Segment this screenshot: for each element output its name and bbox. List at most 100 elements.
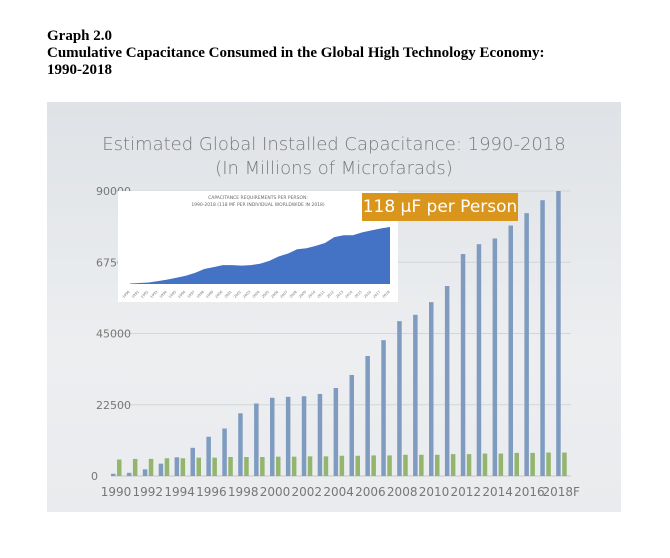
bar-installed (349, 374, 354, 476)
bar-secondary (562, 452, 567, 476)
bar-secondary (530, 452, 535, 476)
bar-installed (206, 436, 211, 476)
bar-installed (365, 355, 370, 476)
graph-label: Graph 2.0 (47, 28, 113, 44)
inset-x-tick-label: 1995 (168, 290, 177, 299)
inset-x-tick-label: 2006 (270, 290, 279, 299)
bar-installed (317, 393, 323, 476)
bar-installed (190, 447, 195, 476)
bar-installed (270, 397, 275, 476)
bar-installed (254, 403, 259, 476)
inset-x-tick-label: 2015 (354, 290, 363, 299)
inset-x-tick-label: 1999 (205, 290, 214, 299)
bar-installed (301, 396, 307, 476)
inset-x-tick-label: 2016 (363, 290, 372, 299)
y-tick-label: 45000 (96, 328, 131, 341)
bar-secondary (450, 454, 456, 476)
x-tick-label: 2006 (355, 485, 386, 499)
x-tick-label: 2008 (387, 485, 418, 499)
inset-x-tick-label: 2012 (326, 290, 335, 299)
bar-secondary (466, 454, 472, 476)
bar-secondary (212, 457, 217, 476)
x-tick-label: 1998 (228, 485, 259, 499)
bar-secondary (323, 456, 329, 476)
bar-secondary (355, 455, 360, 476)
inset-x-tick-label: 1992 (140, 290, 149, 299)
inset-x-tick-label: 2014 (344, 289, 354, 299)
inset-x-tick-label: 1994 (159, 289, 169, 299)
x-tick-label: 2018F (542, 485, 580, 499)
bar-installed (413, 314, 418, 476)
bar-secondary (339, 455, 345, 476)
bar-secondary (164, 458, 170, 476)
bar-installed (222, 428, 227, 476)
document-header: Graph 2.0 Cumulative Capacitance Consume… (47, 28, 545, 79)
x-tick-label: 2016 (514, 485, 545, 499)
bar-installed (238, 413, 243, 476)
bar-secondary (482, 453, 488, 476)
inset-x-tick-label: 1998 (196, 290, 205, 299)
bar-installed (444, 286, 450, 476)
x-tick-label: 2004 (323, 485, 354, 499)
bar-installed (333, 387, 339, 476)
bar-secondary (196, 457, 201, 476)
bar-secondary (403, 454, 408, 476)
inset-subtitle: 1990-2018 (118 MF PER INDIVIDUAL WORLDWI… (191, 202, 325, 208)
bar-installed (174, 457, 180, 476)
x-tick-label: 2000 (260, 485, 291, 499)
bar-installed (381, 340, 386, 476)
x-tick-label: 2012 (451, 485, 482, 499)
bar-installed (524, 213, 529, 476)
chart-subtitle: (In Millions of Microfarads) (215, 158, 453, 179)
inset-x-tick-label: 2018 (382, 290, 391, 299)
y-tick-label: 22500 (96, 399, 131, 412)
inset-x-tick-label: 1993 (149, 290, 158, 299)
bar-installed (508, 225, 513, 476)
inset-title: CAPACITANCE REQUIREMENTS PER PERSON: (208, 195, 308, 201)
inset-x-tick-label: 2003 (242, 290, 251, 299)
inset-x-tick-label: 1990 (122, 290, 131, 299)
inset-x-tick-label: 2005 (261, 290, 270, 299)
x-tick-label: 1996 (196, 485, 227, 499)
inset-x-tick-label: 2000 (214, 290, 223, 299)
bar-secondary (117, 459, 122, 476)
inset-x-tick-label: 2009 (298, 290, 307, 299)
bar-installed (429, 302, 434, 476)
bar-secondary (244, 457, 249, 476)
inset-area (130, 227, 390, 284)
bar-secondary (260, 457, 265, 476)
x-tick-label: 2014 (482, 485, 513, 499)
bar-secondary (180, 458, 186, 476)
bar-secondary (291, 456, 297, 476)
bar-installed (285, 396, 291, 476)
inset-x-tick-label: 2002 (233, 290, 242, 299)
inset-x-tick-label: 2008 (289, 290, 298, 299)
bar-installed (158, 463, 164, 476)
bar-secondary (514, 452, 519, 476)
bar-installed (142, 469, 148, 476)
inset-x-tick-label: 2017 (372, 290, 381, 299)
x-tick-label: 1992 (133, 485, 164, 499)
x-tick-label: 1990 (101, 485, 132, 499)
graph-title: Cumulative Capacitance Consumed in the G… (47, 45, 545, 61)
per-person-annotation: 118 µF per Person (362, 193, 518, 221)
bar-installed (476, 244, 482, 476)
y-tick-label: 0 (91, 470, 98, 483)
graph-title-years: 1990-2018 (47, 62, 112, 78)
bar-secondary (387, 455, 392, 476)
bar-installed (397, 321, 402, 476)
bar-secondary (498, 453, 504, 476)
bar-secondary (276, 456, 281, 476)
inset-x-tick-label: 2011 (317, 290, 326, 299)
bar-secondary (228, 457, 233, 476)
inset-x-tick-label: 2001 (224, 290, 233, 299)
bar-secondary (132, 458, 138, 476)
inset-x-tick-label: 1991 (131, 290, 140, 299)
bar-installed (492, 238, 498, 476)
x-tick-label: 2010 (419, 485, 450, 499)
bar-secondary (148, 458, 154, 476)
bar-secondary (546, 452, 551, 476)
bar-installed (460, 254, 466, 476)
inset-x-tick-label: 2004 (252, 289, 262, 299)
